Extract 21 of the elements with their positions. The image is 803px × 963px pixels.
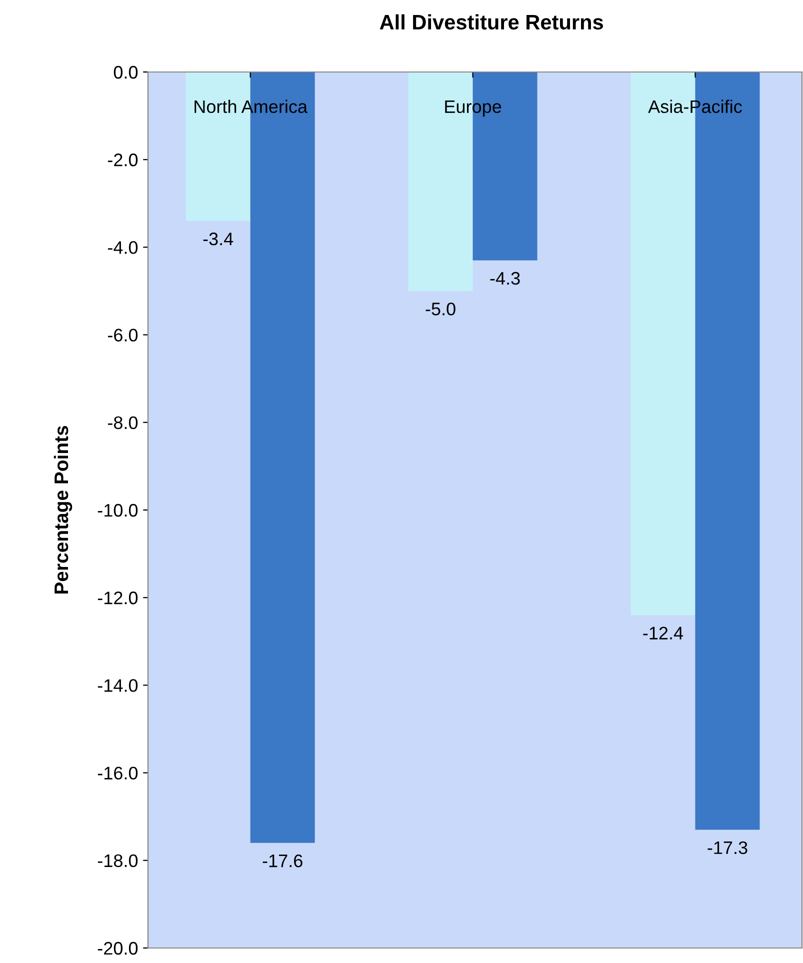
y-tick-label: -12.0 [98,592,138,604]
y-tick-label: 0.0 [114,66,138,79]
y-tick-label: -2.0 [108,154,138,166]
y-tick-label: -4.0 [108,241,138,254]
x-tick-label: Europe [445,100,502,117]
data-label: -12.4 [643,626,684,640]
chart-title: All Divestiture Returns [380,14,604,30]
y-axis-title: Percentage Points [54,426,72,594]
y-tick-label: -14.0 [98,679,138,692]
y-tick-label: -16.0 [98,766,138,780]
data-label: -4.3 [490,272,520,285]
x-tick-label: Asia-Pacific [648,100,742,114]
y-tick-label: -10.0 [98,504,138,517]
y-tick-label: -20.0 [98,942,138,955]
data-label: -17.6 [262,854,302,868]
data-label: -17.3 [708,841,748,854]
data-label: -3.4 [203,232,234,246]
y-tick-label: -6.0 [108,328,138,342]
y-tick-label: -8.0 [108,416,138,430]
y-tick-label: -18.0 [98,854,138,868]
data-label: -5.0 [426,302,456,316]
